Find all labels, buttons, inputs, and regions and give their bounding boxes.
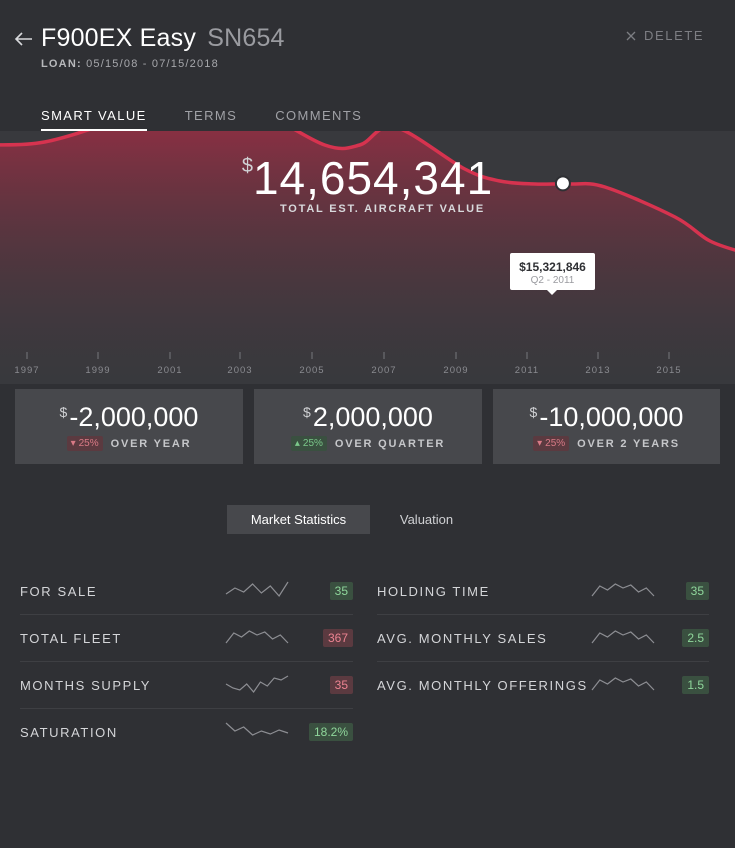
change-cards: $-2,000,000 ▾ 25% OVER YEAR $2,000,000 ▴ 2… xyxy=(15,389,720,464)
stat-value: 1.5 xyxy=(682,676,709,694)
loan-label: LOAN: xyxy=(41,58,82,70)
back-arrow-icon[interactable] xyxy=(12,28,34,50)
total-value-number: 14,654,341 xyxy=(252,152,494,204)
total-value-currency: $ xyxy=(241,155,253,177)
serial-number: SN654 xyxy=(207,24,285,52)
value-panel: 1997 1999 2001 2003 2005 2007 2009 2011 2013 2015… xyxy=(0,131,735,384)
stats-right-column: HOLDING TIME 35 AVG. MONTHLY SALES 2.5 A… xyxy=(377,568,709,709)
segment-valuation[interactable]: Valuation xyxy=(399,512,454,527)
caret-up-icon: ▴ xyxy=(294,438,300,449)
card-currency: $ xyxy=(59,404,68,420)
stat-label: FOR SALE xyxy=(20,584,98,599)
stat-label: AVG. MONTHLY OFFERINGS xyxy=(377,678,588,693)
card-over-year: $-2,000,000 ▾ 25% OVER YEAR xyxy=(15,389,243,464)
chart-tooltip: $15,321,846 Q2 - 2011 xyxy=(510,253,595,295)
x-axis-tick-label: 1999 xyxy=(85,365,110,376)
loan-range: 05/15/08 - 07/15/2018 xyxy=(86,58,219,70)
x-axis-tick-label: 1997 xyxy=(14,365,39,376)
sparkline-icon xyxy=(225,722,289,736)
sparkline-icon xyxy=(225,581,289,597)
x-axis-tick-label: 2001 xyxy=(157,365,182,376)
sparkline-path xyxy=(591,677,655,691)
header: F900EX Easy SN654 LOAN: 05/15/08 - 07/15… xyxy=(0,0,735,131)
stat-row-for-sale[interactable]: FOR SALE 35 xyxy=(20,568,353,615)
total-value-label: TOTAL EST. AIRCRAFT VALUE xyxy=(279,203,486,215)
stat-value: 35 xyxy=(329,676,353,694)
stat-value: 367 xyxy=(322,629,353,647)
value-chart[interactable]: 1997 1999 2001 2003 2005 2007 2009 2011 2013 2015 xyxy=(0,131,735,384)
tab-terms[interactable]: TERMS xyxy=(184,108,238,123)
caret-down-icon: ▾ xyxy=(537,438,543,449)
stat-row-months-supply[interactable]: MONTHS SUPPLY 35 xyxy=(20,662,353,709)
sparkline-icon xyxy=(591,677,655,691)
delete-button[interactable]: DELETE xyxy=(626,28,704,43)
card-over-2-years: $-10,000,000 ▾ 25% OVER 2 YEARS xyxy=(493,389,720,464)
sparkline-icon xyxy=(591,630,655,644)
sparkline-path xyxy=(225,630,289,644)
sparkline-path xyxy=(225,675,289,693)
sparkline-icon xyxy=(591,583,655,597)
sparkline-path xyxy=(591,583,655,597)
sparkline-path xyxy=(225,722,289,736)
segment-market-statistics[interactable]: Market Statistics xyxy=(227,505,370,534)
stat-row-avg-monthly-sales[interactable]: AVG. MONTHLY SALES 2.5 xyxy=(377,615,709,662)
tooltip-date: Q2 - 2011 xyxy=(530,275,575,286)
card-value: -2,000,000 xyxy=(69,402,199,432)
chart-series-line xyxy=(0,131,735,252)
card-over-quarter: $2,000,000 ▴ 25% OVER QUARTER xyxy=(254,389,482,464)
x-axis-tick-label: 2015 xyxy=(656,365,681,376)
change-badge: ▾ 25% xyxy=(66,436,103,451)
card-label: OVER 2 YEARS xyxy=(577,437,680,450)
stat-label: MONTHS SUPPLY xyxy=(20,678,152,693)
card-value: 2,000,000 xyxy=(312,402,433,432)
stat-label: HOLDING TIME xyxy=(377,584,490,599)
stat-value: 18.2% xyxy=(308,723,353,741)
x-axis-tick-label: 2003 xyxy=(227,365,252,376)
stat-row-avg-monthly-offerings[interactable]: AVG. MONTHLY OFFERINGS 1.5 xyxy=(377,662,709,709)
sparkline-icon xyxy=(225,630,289,644)
x-axis-tick-label: 2009 xyxy=(443,365,468,376)
sparkline-path xyxy=(225,581,289,597)
total-value: $14,654,341 xyxy=(0,151,735,205)
x-axis-tick-label: 2005 xyxy=(299,365,324,376)
x-axis-tick-label: 2013 xyxy=(585,365,610,376)
stat-label: SATURATION xyxy=(20,725,118,740)
stats-left-column: FOR SALE 35 TOTAL FLEET 367 MONTHS SUPPL… xyxy=(20,568,353,756)
tab-comments[interactable]: COMMENTS xyxy=(275,108,363,123)
chart-area-fill xyxy=(0,131,735,384)
stat-label: AVG. MONTHLY SALES xyxy=(377,631,548,646)
close-icon xyxy=(626,31,636,40)
tab-bar: SMART VALUE TERMS COMMENTS xyxy=(41,108,362,131)
loan-dates: LOAN: 05/15/08 - 07/15/2018 xyxy=(41,58,219,70)
card-value: -10,000,000 xyxy=(539,402,684,432)
tooltip-value: $15,321,846 xyxy=(519,260,586,274)
delete-label: DELETE xyxy=(644,28,705,43)
x-axis-tick-label: 2011 xyxy=(515,365,539,376)
stat-row-holding-time[interactable]: HOLDING TIME 35 xyxy=(377,568,709,615)
stat-row-total-fleet[interactable]: TOTAL FLEET 367 xyxy=(20,615,353,662)
aircraft-model: F900EX Easy xyxy=(41,24,197,52)
sparkline-path xyxy=(591,630,655,644)
chart-highlight-point[interactable] xyxy=(554,175,571,192)
x-axis-tick-label: 2007 xyxy=(371,365,396,376)
stat-label: TOTAL FLEET xyxy=(20,631,122,646)
stat-value: 35 xyxy=(685,582,709,600)
stat-value: 35 xyxy=(329,582,353,600)
card-label: OVER QUARTER xyxy=(334,437,446,450)
change-badge: ▴ 25% xyxy=(290,436,327,451)
card-currency: $ xyxy=(303,404,311,420)
stat-value: 2.5 xyxy=(682,629,709,647)
stats-view-toggle: Market Statistics Valuation xyxy=(227,505,483,534)
card-currency: $ xyxy=(529,404,538,420)
page-title: F900EX Easy SN654 xyxy=(41,24,285,53)
card-label: OVER YEAR xyxy=(110,437,192,450)
stat-row-saturation[interactable]: SATURATION 18.2% xyxy=(20,709,353,756)
sparkline-icon xyxy=(225,675,289,693)
tab-smart-value[interactable]: SMART VALUE xyxy=(41,108,147,131)
caret-down-icon: ▾ xyxy=(70,438,76,449)
change-badge: ▾ 25% xyxy=(533,436,570,451)
